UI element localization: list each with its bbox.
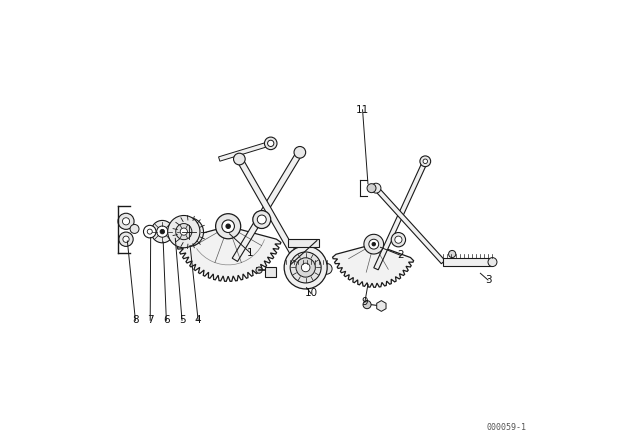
Text: 8: 8 xyxy=(132,315,139,325)
Circle shape xyxy=(264,137,277,150)
Polygon shape xyxy=(374,160,428,270)
Circle shape xyxy=(420,156,431,167)
Circle shape xyxy=(364,234,383,254)
Circle shape xyxy=(371,183,381,193)
Circle shape xyxy=(296,258,316,277)
Text: 10: 10 xyxy=(305,289,317,298)
Circle shape xyxy=(256,267,262,273)
Circle shape xyxy=(395,236,402,243)
Circle shape xyxy=(171,229,178,235)
Circle shape xyxy=(122,218,129,225)
Text: 4: 4 xyxy=(195,315,202,325)
Circle shape xyxy=(222,220,234,233)
Circle shape xyxy=(423,159,428,164)
Circle shape xyxy=(175,218,204,246)
Circle shape xyxy=(176,224,192,240)
Circle shape xyxy=(234,153,245,165)
Polygon shape xyxy=(237,158,305,270)
Polygon shape xyxy=(287,264,326,273)
Circle shape xyxy=(294,146,306,158)
Circle shape xyxy=(143,225,156,238)
Text: 3: 3 xyxy=(484,275,492,285)
Circle shape xyxy=(130,224,139,233)
Text: 2: 2 xyxy=(397,250,404,260)
Circle shape xyxy=(391,233,406,247)
Circle shape xyxy=(167,225,182,239)
Polygon shape xyxy=(443,258,493,266)
Circle shape xyxy=(118,213,134,229)
FancyBboxPatch shape xyxy=(265,267,276,277)
Polygon shape xyxy=(374,186,445,264)
Polygon shape xyxy=(333,244,413,287)
Circle shape xyxy=(369,239,379,249)
Text: 11: 11 xyxy=(356,105,369,115)
Circle shape xyxy=(372,242,376,246)
Circle shape xyxy=(268,140,274,146)
Circle shape xyxy=(321,263,332,274)
Circle shape xyxy=(284,246,327,289)
Text: 000059-1: 000059-1 xyxy=(486,423,526,432)
Circle shape xyxy=(168,215,200,248)
Circle shape xyxy=(226,224,230,228)
Circle shape xyxy=(367,184,376,193)
Circle shape xyxy=(449,250,456,258)
Text: 9: 9 xyxy=(362,297,368,307)
Text: 6: 6 xyxy=(163,315,170,325)
Circle shape xyxy=(488,258,497,267)
Polygon shape xyxy=(377,301,386,311)
Polygon shape xyxy=(218,141,271,161)
Circle shape xyxy=(257,215,266,224)
Circle shape xyxy=(186,228,193,236)
Polygon shape xyxy=(175,226,281,281)
Circle shape xyxy=(181,224,197,240)
Circle shape xyxy=(119,232,133,246)
Circle shape xyxy=(160,229,164,234)
Circle shape xyxy=(290,252,321,283)
Circle shape xyxy=(157,226,168,237)
Circle shape xyxy=(301,263,310,272)
Polygon shape xyxy=(232,151,303,262)
Text: 5: 5 xyxy=(179,315,186,325)
Circle shape xyxy=(151,220,173,243)
Circle shape xyxy=(180,228,188,235)
Circle shape xyxy=(253,211,271,228)
Bar xyxy=(288,239,319,247)
Circle shape xyxy=(123,236,129,242)
Circle shape xyxy=(216,214,241,239)
Circle shape xyxy=(147,229,152,234)
Text: 1: 1 xyxy=(247,248,254,258)
Circle shape xyxy=(363,301,371,309)
Text: 7: 7 xyxy=(147,315,154,325)
